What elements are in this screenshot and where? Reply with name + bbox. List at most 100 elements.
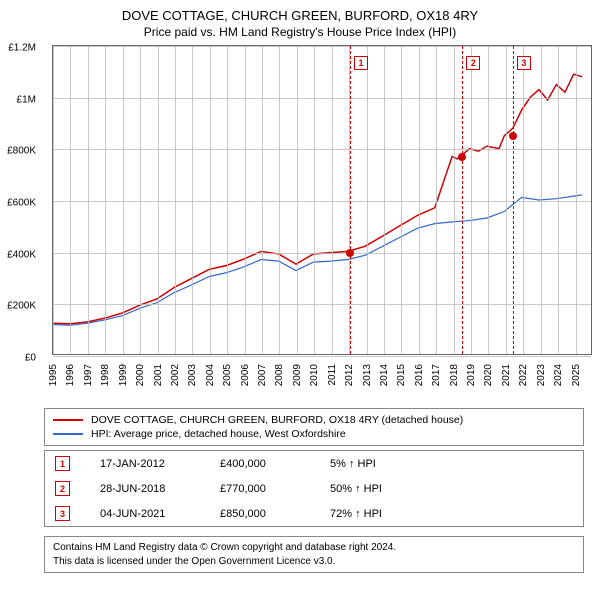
- gridline-vertical: [419, 46, 420, 354]
- attribution-footer: Contains HM Land Registry data © Crown c…: [44, 536, 584, 573]
- y-axis: £0£200K£400K£600K£800K£1M£1.2M: [0, 48, 40, 358]
- x-tick-label: 2013: [362, 364, 373, 386]
- chart-subtitle: Price paid vs. HM Land Registry's House …: [8, 25, 592, 39]
- legend: DOVE COTTAGE, CHURCH GREEN, BURFORD, OX1…: [44, 408, 584, 446]
- event-badge: 1: [55, 456, 70, 471]
- chart-title: DOVE COTTAGE, CHURCH GREEN, BURFORD, OX1…: [8, 8, 592, 23]
- gridline-vertical: [541, 46, 542, 354]
- events-table: 117-JAN-2012£400,0005% ↑ HPI228-JUN-2018…: [44, 450, 584, 527]
- gridline-vertical: [454, 46, 455, 354]
- sale-marker-dot: [458, 153, 466, 161]
- gridline-vertical: [262, 46, 263, 354]
- event-badge: 2: [55, 481, 70, 496]
- legend-item: DOVE COTTAGE, CHURCH GREEN, BURFORD, OX1…: [53, 413, 575, 427]
- gridline-vertical: [105, 46, 106, 354]
- legend-item: HPI: Average price, detached house, West…: [53, 427, 575, 441]
- gridline-vertical: [314, 46, 315, 354]
- x-tick-label: 2003: [187, 364, 198, 386]
- gridline-vertical: [488, 46, 489, 354]
- x-tick-label: 2004: [205, 364, 216, 386]
- series-line-property: [53, 74, 582, 323]
- event-price: £400,000: [220, 458, 300, 470]
- x-tick-label: 1998: [100, 364, 111, 386]
- sale-marker-badge: 3: [517, 56, 531, 70]
- x-axis: 1995199619971998199920002001200220032004…: [44, 360, 584, 410]
- gridline-vertical: [210, 46, 211, 354]
- event-delta: 5% ↑ HPI: [330, 458, 573, 470]
- x-tick-label: 2015: [396, 364, 407, 386]
- x-tick-label: 2000: [135, 364, 146, 386]
- event-date: 28-JUN-2018: [100, 483, 190, 495]
- x-tick-label: 2009: [292, 364, 303, 386]
- y-tick-label: £600K: [7, 198, 36, 209]
- sale-marker-dot: [346, 249, 354, 257]
- event-date: 04-JUN-2021: [100, 508, 190, 520]
- gridline-horizontal: [53, 304, 591, 305]
- x-tick-label: 2023: [536, 364, 547, 386]
- legend-label: DOVE COTTAGE, CHURCH GREEN, BURFORD, OX1…: [91, 414, 463, 426]
- gridline-vertical: [332, 46, 333, 354]
- x-tick-label: 2002: [170, 364, 181, 386]
- gridline-vertical: [70, 46, 71, 354]
- y-tick-label: £400K: [7, 249, 36, 260]
- gridline-vertical: [227, 46, 228, 354]
- gridline-vertical: [123, 46, 124, 354]
- gridline-horizontal: [53, 201, 591, 202]
- x-tick-label: 2012: [344, 364, 355, 386]
- event-badge: 3: [55, 506, 70, 521]
- x-tick-label: 2006: [240, 364, 251, 386]
- gridline-vertical: [436, 46, 437, 354]
- gridline-vertical: [384, 46, 385, 354]
- legend-swatch: [53, 433, 83, 435]
- x-tick-label: 2007: [257, 364, 268, 386]
- event-price: £770,000: [220, 483, 300, 495]
- y-tick-label: £1.2M: [8, 43, 36, 54]
- event-price: £850,000: [220, 508, 300, 520]
- gridline-horizontal: [53, 46, 591, 47]
- x-tick-label: 1996: [65, 364, 76, 386]
- x-tick-label: 2010: [309, 364, 320, 386]
- x-tick-label: 2020: [483, 364, 494, 386]
- gridline-vertical: [245, 46, 246, 354]
- plot-area: 1 2 3: [52, 45, 592, 355]
- event-row: 2 28-JUN-2018 £770,000 50% ↑ HPI: [45, 476, 583, 501]
- gridline-vertical: [297, 46, 298, 354]
- sale-marker-line: [350, 46, 351, 354]
- x-tick-label: 2025: [571, 364, 582, 386]
- y-tick-label: £200K: [7, 301, 36, 312]
- gridline-horizontal: [53, 253, 591, 254]
- x-tick-label: 2019: [466, 364, 477, 386]
- sale-marker-badge: 2: [466, 56, 480, 70]
- sale-marker-dot: [509, 132, 517, 140]
- x-tick-label: 2008: [274, 364, 285, 386]
- event-delta: 50% ↑ HPI: [330, 483, 573, 495]
- gridline-vertical: [367, 46, 368, 354]
- event-row: 117-JAN-2012£400,0005% ↑ HPI: [45, 451, 583, 476]
- y-tick-label: £1M: [17, 94, 36, 105]
- series-line-hpi: [53, 195, 582, 325]
- gridline-vertical: [88, 46, 89, 354]
- legend-label: HPI: Average price, detached house, West…: [91, 428, 346, 440]
- gridline-vertical: [576, 46, 577, 354]
- x-tick-label: 2014: [379, 364, 390, 386]
- line-canvas: [53, 46, 591, 354]
- y-tick-label: £800K: [7, 146, 36, 157]
- x-tick-label: 2018: [449, 364, 460, 386]
- sale-marker-badge: 1: [354, 56, 368, 70]
- sale-marker-line: [462, 46, 463, 354]
- gridline-horizontal: [53, 149, 591, 150]
- x-tick-label: 2021: [501, 364, 512, 386]
- event-delta: 72% ↑ HPI: [330, 508, 573, 520]
- gridline-vertical: [279, 46, 280, 354]
- footer-line-1: Contains HM Land Registry data © Crown c…: [53, 541, 575, 555]
- gridline-vertical: [506, 46, 507, 354]
- event-row: 3 04-JUN-2021 £850,000 72% ↑ HPI: [45, 501, 583, 526]
- x-tick-label: 2011: [327, 364, 338, 386]
- y-tick-label: £0: [25, 353, 36, 364]
- x-tick-label: 2001: [153, 364, 164, 386]
- x-tick-label: 2016: [414, 364, 425, 386]
- legend-swatch: [53, 419, 83, 421]
- sale-marker-line: [513, 46, 514, 354]
- x-tick-label: 1999: [118, 364, 129, 386]
- gridline-vertical: [158, 46, 159, 354]
